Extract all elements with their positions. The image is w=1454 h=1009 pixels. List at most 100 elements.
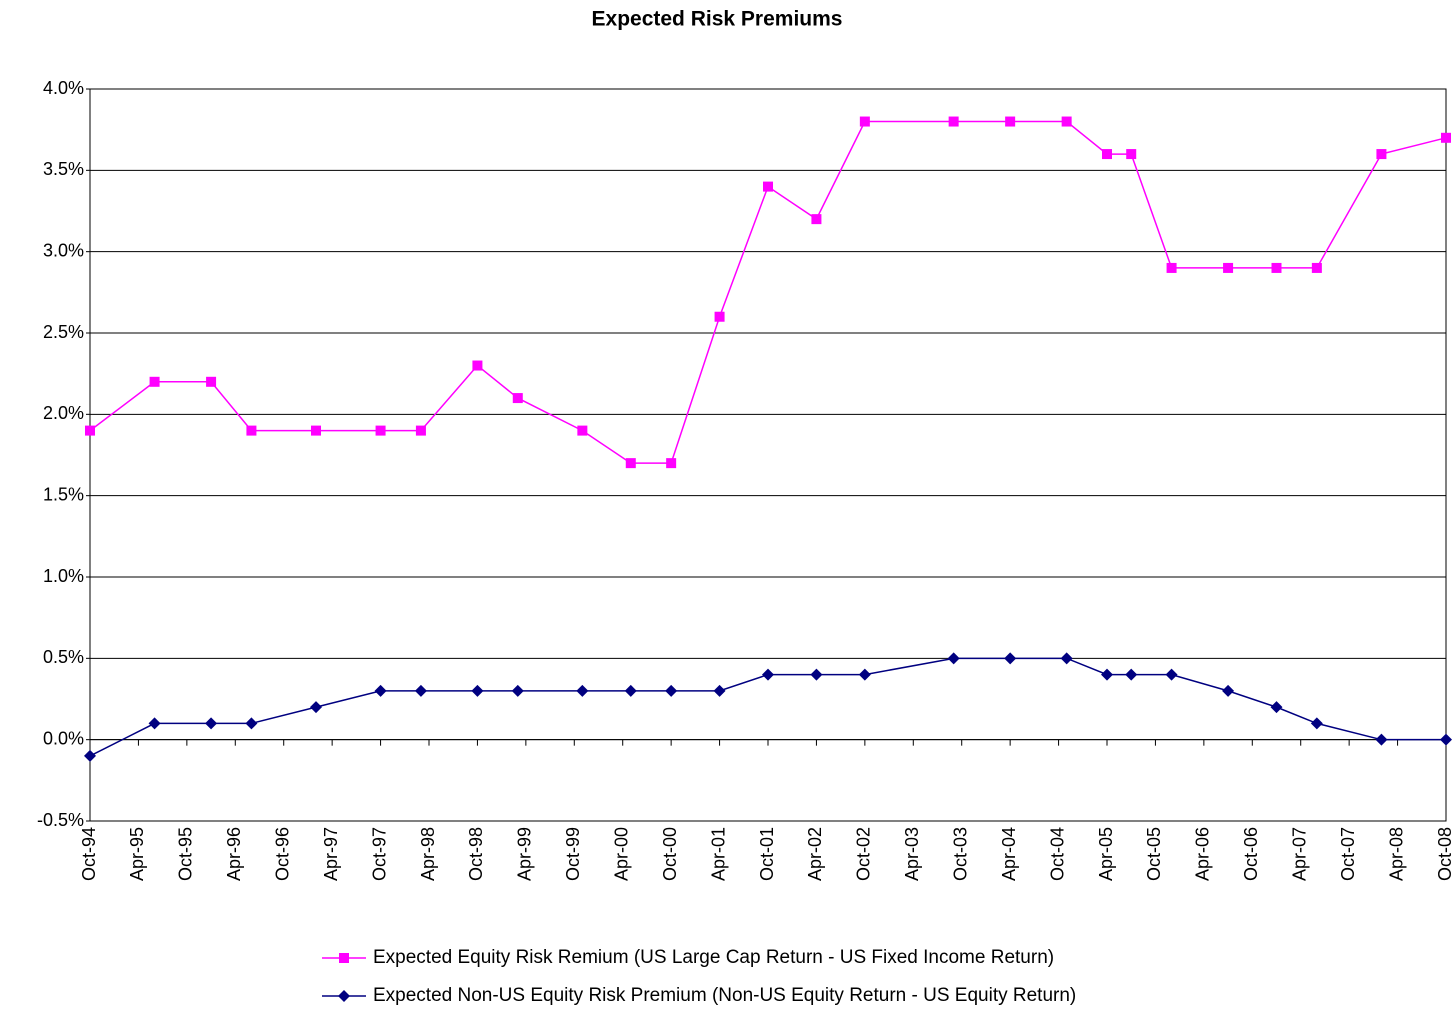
marker-diamond xyxy=(1375,733,1388,746)
marker-square xyxy=(1311,262,1322,273)
marker-square xyxy=(339,953,349,963)
marker-diamond xyxy=(1101,668,1113,681)
x-tick-label: Apr-03 xyxy=(902,827,922,881)
marker-diamond xyxy=(1222,684,1235,697)
x-tick-label: Oct-01 xyxy=(757,827,777,881)
marker-diamond xyxy=(245,717,258,730)
y-tick-label: 0.5% xyxy=(43,647,84,667)
marker-diamond xyxy=(84,749,96,762)
marker-square xyxy=(149,376,160,387)
x-tick-label: Apr-02 xyxy=(805,827,825,881)
x-tick-label: Apr-01 xyxy=(708,827,728,881)
marker-square xyxy=(415,425,426,436)
x-tick-label: Oct-96 xyxy=(272,827,292,881)
series-line xyxy=(89,120,1447,464)
y-tick-label: 1.0% xyxy=(43,566,84,586)
y-tick-label: 3.5% xyxy=(43,159,84,179)
y-tick-label: 4.0% xyxy=(43,78,84,98)
marker-square xyxy=(1271,262,1282,273)
marker-diamond xyxy=(1125,668,1138,681)
y-tick-label: 3.0% xyxy=(43,240,84,260)
y-tick-label: 2.0% xyxy=(43,403,84,423)
x-tick-label: Oct-08 xyxy=(1435,827,1454,881)
y-tick-label: 1.5% xyxy=(43,484,84,504)
marker-diamond xyxy=(1004,652,1017,665)
marker-square xyxy=(859,116,870,127)
marker-square xyxy=(512,393,523,404)
x-tick-label: Apr-05 xyxy=(1096,827,1116,881)
marker-square xyxy=(1102,149,1112,160)
marker-square xyxy=(948,116,959,127)
marker-square xyxy=(1166,262,1177,273)
marker-square xyxy=(85,425,95,436)
y-tick-label: 2.5% xyxy=(43,322,84,342)
marker-diamond xyxy=(624,684,637,697)
marker-diamond xyxy=(665,684,678,697)
marker-diamond xyxy=(1440,733,1452,746)
marker-diamond xyxy=(338,990,350,1002)
marker-diamond xyxy=(1165,668,1178,681)
marker-square xyxy=(1061,116,1072,127)
marker-diamond xyxy=(205,717,218,730)
marker-square xyxy=(577,425,588,436)
x-tick-label: Oct-05 xyxy=(1144,827,1164,881)
marker-square xyxy=(1005,116,1016,127)
marker-square xyxy=(714,311,725,322)
marker-diamond xyxy=(858,668,871,681)
marker-diamond xyxy=(810,668,823,681)
x-tick-label: Oct-00 xyxy=(660,827,680,881)
x-tick-label: Oct-03 xyxy=(950,827,970,881)
marker-diamond xyxy=(1270,701,1283,714)
marker-square xyxy=(625,458,636,469)
x-tick-label: Oct-94 xyxy=(79,827,99,881)
marker-square xyxy=(1223,262,1234,273)
x-tick-label: Apr-07 xyxy=(1289,827,1309,881)
marker-diamond xyxy=(511,684,524,697)
marker-square xyxy=(472,360,483,371)
x-tick-label: Apr-97 xyxy=(321,827,341,881)
plot-frame xyxy=(89,88,1447,822)
marker-square xyxy=(311,425,321,436)
marker-diamond xyxy=(374,684,387,697)
y-tick-label: 0.0% xyxy=(43,728,84,748)
marker-diamond xyxy=(1060,652,1073,665)
x-tick-label: Apr-00 xyxy=(611,827,631,881)
x-tick-label: Apr-08 xyxy=(1386,827,1406,881)
marker-diamond xyxy=(414,684,427,697)
x-tick-label: Apr-95 xyxy=(127,827,147,881)
marker-diamond xyxy=(1310,717,1323,730)
x-tick-label: Apr-04 xyxy=(999,827,1019,881)
x-tick-label: Apr-99 xyxy=(515,827,535,881)
legend-label: Expected Non-US Equity Risk Premium (Non… xyxy=(373,985,1076,1006)
x-tick-label: Oct-99 xyxy=(563,827,583,881)
marker-diamond xyxy=(310,701,322,714)
x-tick-label: Oct-06 xyxy=(1241,827,1261,881)
x-tick-label: Oct-95 xyxy=(176,827,196,881)
x-tick-label: Oct-04 xyxy=(1047,827,1067,881)
x-tick-label: Apr-98 xyxy=(418,827,438,881)
marker-diamond xyxy=(576,684,589,697)
x-tick-label: Oct-98 xyxy=(466,827,486,881)
marker-square xyxy=(206,376,217,387)
marker-diamond xyxy=(713,684,726,697)
marker-diamond xyxy=(947,652,960,665)
x-tick-label: Apr-06 xyxy=(1193,827,1213,881)
marker-square xyxy=(1441,132,1451,143)
x-tick-label: Oct-02 xyxy=(854,827,874,881)
marker-diamond xyxy=(762,668,774,681)
marker-square xyxy=(1376,149,1387,160)
marker-square xyxy=(666,458,677,469)
marker-square xyxy=(1126,149,1137,160)
marker-square xyxy=(763,181,773,192)
chart-title: Expected Risk Premiums xyxy=(592,8,843,31)
marker-square xyxy=(246,425,257,436)
y-tick-label: -0.5% xyxy=(37,810,84,830)
x-tick-label: Apr-96 xyxy=(224,827,244,881)
marker-diamond xyxy=(471,684,484,697)
marker-diamond xyxy=(148,717,161,730)
marker-square xyxy=(811,214,822,225)
x-tick-label: Oct-97 xyxy=(369,827,389,881)
x-tick-label: Oct-07 xyxy=(1338,827,1358,881)
marker-square xyxy=(375,425,386,436)
